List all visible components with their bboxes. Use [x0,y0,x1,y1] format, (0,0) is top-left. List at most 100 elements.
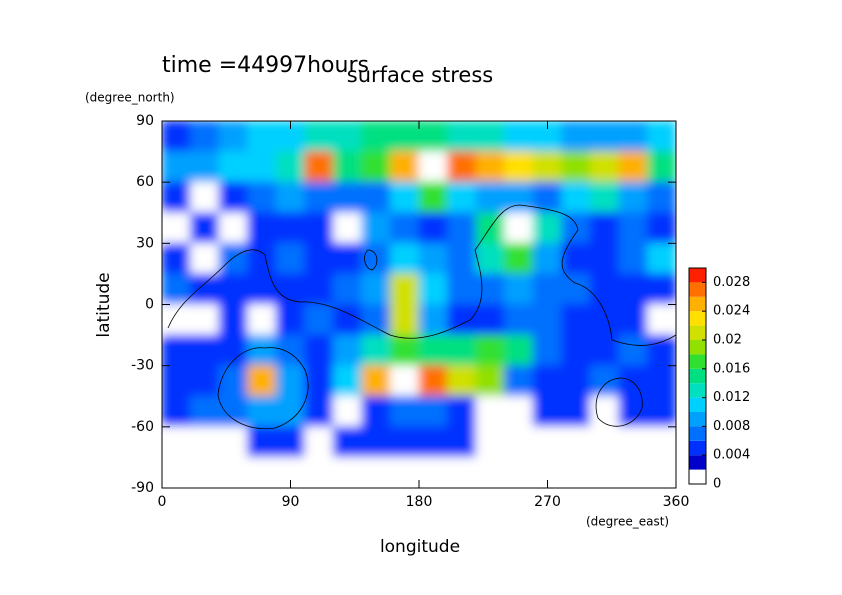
y-tick-label: -60 [131,419,154,435]
field-cell [304,273,334,305]
colorbar-swatch [689,282,706,297]
colorbar-swatch [689,383,706,398]
field-cell [218,212,249,244]
field-cell [589,395,620,428]
field-cell [304,151,334,183]
field-cell [275,334,306,367]
field-cell [504,334,534,367]
field-cell [304,456,334,488]
field [162,121,676,488]
colorbar-tick-label: 0.028 [713,275,750,290]
colorbar-swatch [689,397,706,412]
field-cell [418,334,449,367]
field-cell [561,395,591,428]
x-unit: (degree_east) [586,515,669,529]
field-cell [646,304,676,336]
field-cell [618,181,648,214]
y-axis-label: latitude [94,272,114,337]
field-cell [447,273,477,305]
field-cell [304,395,334,428]
field-cell [447,151,477,183]
field-cell [361,365,391,397]
field-cell [561,304,591,336]
y-unit: (degree_north) [85,91,175,105]
field-cell [304,212,334,244]
field-cell [646,212,676,244]
field-cell [190,181,220,214]
colorbar-swatch [689,296,706,312]
field-cell [618,121,648,153]
field-cell [247,456,277,488]
field-cell [332,456,363,488]
field-cell [218,304,249,336]
field-cell [218,426,249,458]
field-cell [389,121,420,153]
field-cell [447,426,477,458]
field-cell [589,181,620,214]
field-cell [304,242,334,275]
field-cell [162,456,192,488]
field-cell [618,456,648,488]
field-cell [561,242,591,275]
x-tick-label: 0 [158,494,167,510]
colorbar-swatch [689,455,706,470]
field-cell [418,456,449,488]
field-cell [504,426,534,458]
field-cell [247,304,277,336]
field-cell [361,304,391,336]
field-cell [561,121,591,153]
field-cell [247,212,277,244]
coastline [364,249,378,271]
field-cell [561,426,591,458]
x-axis-label: longitude [380,537,460,557]
colorbar-tick-label: 0.004 [713,448,750,463]
field-cell [646,426,676,458]
field-cell [190,334,220,367]
field-cell [389,395,420,428]
chart-title: surface stress [347,63,493,87]
field-cell [646,395,676,428]
field-cell [589,121,620,153]
x-tick-label: 180 [406,494,433,510]
field-cell [389,426,420,458]
field-cell [218,395,249,428]
field-cell [218,242,249,275]
field-cell [475,242,506,275]
field-cell [618,304,648,336]
field-cell [561,181,591,214]
colorbar-tick-label: 0.016 [713,361,750,376]
colorbar-tick-label: 0 [713,477,721,492]
field-cell [247,151,277,183]
field-cell [162,181,192,214]
field-cell [361,273,391,305]
field-cell [589,426,620,458]
field-cell [361,426,391,458]
field-cell [304,304,334,336]
field-cell [561,151,591,183]
field-cell [247,181,277,214]
field-cell [332,181,363,214]
field-cell [332,426,363,458]
colorbar-swatch [689,440,706,456]
field-cell [332,121,363,153]
field-cell [162,365,192,397]
field-cell [162,334,192,367]
field-cell [361,395,391,428]
field-cell [475,273,506,305]
y-tick-label: -30 [131,358,154,374]
field-cell [190,365,220,397]
field-cell [190,121,220,153]
field-cell [532,334,563,367]
coastline [595,377,643,427]
colorbar-tick-label: 0.02 [713,333,742,348]
field-cell [361,121,391,153]
field-cell [332,334,363,367]
field-cell [190,395,220,428]
field-cell [475,426,506,458]
field-cell [475,456,506,488]
field-cell [389,334,420,367]
field-cell [475,212,506,244]
field-cell [418,181,449,214]
field-cell [275,426,306,458]
field-cell [504,395,534,428]
